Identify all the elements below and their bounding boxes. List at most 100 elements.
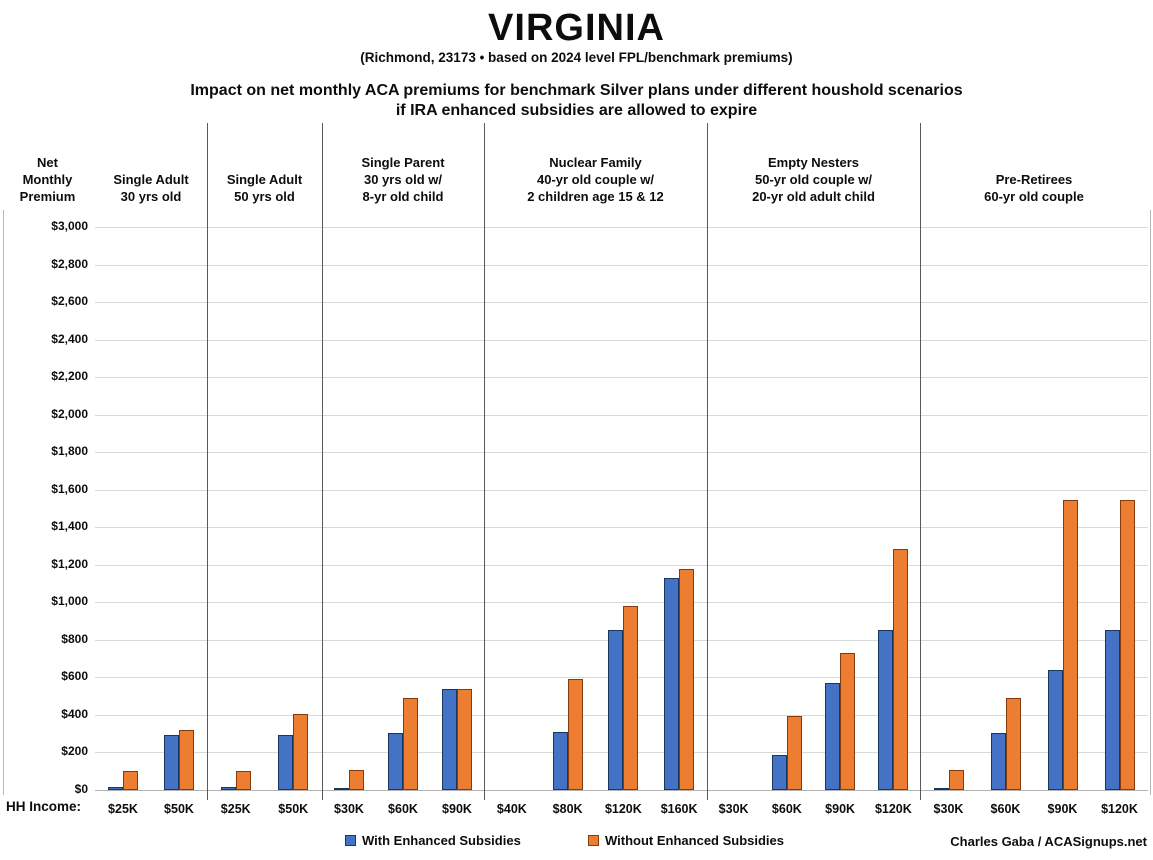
group-header-line: 2 children age 15 & 12 — [527, 189, 664, 204]
x-tick-label: $60K — [990, 802, 1021, 816]
y-tick-label: $400 — [61, 706, 88, 721]
x-tick-label: $160K — [660, 802, 698, 816]
group-header: Single Parent 30 yrs old w/8-yr old child — [322, 138, 484, 205]
group-header-line: 60-yr old couple — [984, 189, 1084, 204]
bar-without-enhanced — [123, 771, 138, 790]
x-tick-label: $120K — [874, 802, 912, 816]
gridline — [95, 489, 1148, 491]
x-tick-label: $90K — [1047, 802, 1078, 816]
y-tick-label: $800 — [61, 631, 88, 646]
bar-with-enhanced — [108, 787, 123, 790]
bar-with-enhanced — [334, 788, 349, 790]
group-divider — [707, 123, 708, 800]
chart-edge-line — [1150, 210, 1151, 795]
group-header-line: Single Adult — [226, 172, 303, 187]
group-header: Empty Nesters 50-yr old couple w/20-yr ol… — [707, 138, 920, 205]
group-header-line: 20-yr old adult child — [752, 189, 875, 204]
group-header-line: 8-yr old child — [362, 189, 444, 204]
bar-with-enhanced — [1104, 630, 1120, 790]
x-tick-label: $50K — [164, 802, 194, 816]
group-header-line: 50 yrs old — [234, 189, 295, 204]
bar-without-enhanced — [293, 714, 309, 790]
y-axis-title: Net Monthly Premium — [0, 140, 95, 205]
bar-with-enhanced — [664, 578, 680, 790]
y-tick-label: $2,200 — [51, 369, 88, 384]
gridline — [95, 452, 1148, 454]
gridline — [95, 414, 1148, 416]
group-header-line: 30 yrs old w/ — [363, 172, 443, 187]
group-header-line: Pre-Retirees — [995, 172, 1073, 187]
x-tick-label: $30K — [933, 802, 964, 816]
gridline — [95, 302, 1148, 304]
bar-with-enhanced — [825, 683, 841, 790]
bar-with-enhanced — [278, 735, 294, 790]
x-tick-label: $90K — [825, 802, 856, 816]
bar-without-enhanced — [840, 653, 856, 790]
legend-label-without-enhanced: Without Enhanced Subsidies — [605, 833, 785, 848]
bar-without-enhanced — [1119, 500, 1135, 790]
y-tick-label: $2,800 — [51, 256, 88, 271]
y-tick-label: $1,400 — [51, 519, 88, 534]
bar-with-enhanced — [771, 755, 787, 790]
y-tick-label: $2,400 — [51, 331, 88, 346]
group-divider — [207, 123, 208, 800]
gridline — [95, 602, 1148, 604]
gridline — [95, 227, 1148, 228]
bar-with-enhanced — [990, 733, 1006, 790]
x-tick-label: $30K — [334, 802, 364, 816]
y-tick-label: $1,800 — [51, 444, 88, 459]
group-header-line: Nuclear Family — [549, 155, 642, 170]
group-header-line: 30 yrs old — [120, 189, 182, 204]
group-header-line: 40-yr old couple w/ — [536, 172, 655, 187]
bar-with-enhanced — [442, 689, 457, 790]
x-axis-title: HH Income: — [6, 799, 82, 814]
bar-without-enhanced — [893, 549, 909, 790]
heading-line-1: Impact on net monthly ACA premiums for b… — [190, 82, 963, 99]
bar-without-enhanced — [179, 730, 194, 790]
x-tick-label: $90K — [442, 802, 472, 816]
group-header-line: Single Parent — [361, 155, 445, 170]
x-tick-label: $30K — [718, 802, 749, 816]
group-header: Single Adult 30 yrs old — [95, 138, 207, 205]
legend-swatch-blue-icon — [345, 835, 356, 846]
bar-with-enhanced — [608, 630, 624, 790]
y-axis-title-line: Net — [37, 155, 58, 170]
x-tick-label: $80K — [552, 802, 583, 816]
x-tick-label: $25K — [108, 802, 138, 816]
gridline — [95, 377, 1148, 379]
chart-legend: With Enhanced Subsidies Without Enhanced… — [0, 832, 1153, 856]
gridline — [95, 264, 1148, 266]
y-tick-label: $3,000 — [51, 219, 88, 233]
bar-without-enhanced — [623, 606, 639, 790]
x-tick-label: $120K — [1101, 802, 1138, 816]
bar-without-enhanced — [1005, 698, 1021, 790]
gridline — [95, 564, 1148, 566]
gridline — [95, 339, 1148, 341]
bar-without-enhanced — [349, 770, 364, 790]
x-tick-label: $120K — [604, 802, 642, 816]
x-tick-label: $50K — [278, 802, 309, 816]
bar-without-enhanced — [1062, 500, 1078, 790]
heading-line-2: if IRA enhanced subsidies are allowed to… — [395, 102, 758, 119]
bar-without-enhanced — [786, 716, 802, 790]
x-tick-label: $60K — [388, 802, 418, 816]
legend-item-with-enhanced: With Enhanced Subsidies — [345, 833, 521, 848]
credit-text: Charles Gaba / ACASignups.net — [950, 834, 1147, 849]
y-tick-label: $600 — [61, 669, 88, 684]
group-divider — [322, 123, 323, 800]
bar-with-enhanced — [220, 787, 236, 790]
y-tick-label: $2,600 — [51, 294, 88, 309]
legend-label-with-enhanced: With Enhanced Subsidies — [362, 833, 521, 848]
group-header-line: 50-yr old couple w/ — [754, 172, 873, 187]
x-tick-label: $25K — [220, 802, 251, 816]
group-divider — [484, 123, 485, 800]
y-axis-title-line: Premium — [19, 189, 76, 204]
bar-with-enhanced — [388, 733, 403, 790]
bar-with-enhanced — [933, 788, 949, 790]
group-header: Pre-Retirees 60-yr old couple — [920, 138, 1148, 205]
y-tick-label: $2,000 — [51, 406, 88, 421]
x-tick-label: $60K — [771, 802, 802, 816]
group-divider — [920, 123, 921, 800]
bar-without-enhanced — [457, 689, 472, 790]
